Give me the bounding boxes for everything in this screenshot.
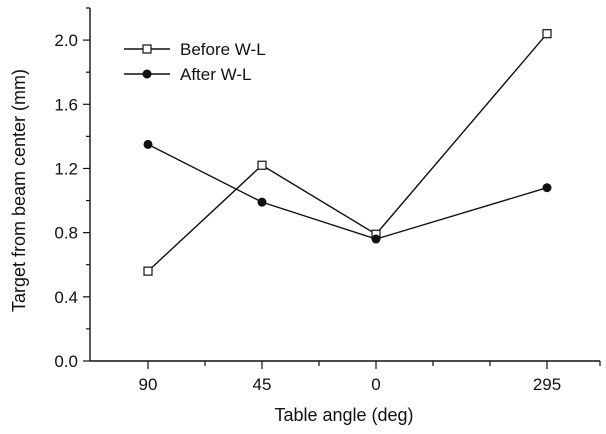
- legend-item: After W-L: [124, 65, 251, 84]
- y-tick-label: 0.8: [54, 224, 78, 243]
- y-tick-label: 1.6: [54, 95, 78, 114]
- y-tick-label: 0.4: [54, 288, 78, 307]
- data-point: [542, 29, 552, 39]
- x-tick-label: 295: [533, 375, 561, 394]
- data-point: [371, 234, 381, 244]
- data-point: [257, 160, 267, 170]
- legend-label: After W-L: [180, 65, 251, 84]
- series-line: [147, 143, 548, 240]
- x-tick-label: 45: [253, 375, 272, 394]
- y-tick-label: 1.2: [54, 159, 78, 178]
- legend-item: Before W-L: [124, 40, 266, 59]
- x-axis-title: Table angle (deg): [274, 405, 413, 425]
- y-axis-title: Target from beam center (mm): [9, 69, 29, 312]
- legend-label: Before W-L: [180, 40, 266, 59]
- y-tick-label: 0.0: [54, 352, 78, 371]
- x-tick-label: 90: [139, 375, 158, 394]
- legend-marker: [142, 69, 152, 79]
- legend-marker: [142, 44, 152, 54]
- legend: Before W-L After W-L: [124, 40, 266, 84]
- series-layer: [143, 29, 552, 276]
- data-point: [257, 197, 267, 207]
- series-line: [147, 33, 548, 272]
- data-point: [143, 139, 153, 149]
- series-after-wl: [143, 139, 552, 244]
- data-point: [542, 183, 552, 193]
- x-tick-label: 0: [371, 375, 380, 394]
- y-tick-label: 2.0: [54, 31, 78, 50]
- data-point: [143, 266, 153, 276]
- axes: 0.0 0.4 0.8 1.2 1.6 2.0 90 45 0 295: [54, 7, 601, 394]
